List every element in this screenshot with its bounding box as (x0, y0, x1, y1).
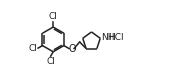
Text: Cl: Cl (46, 57, 55, 66)
Text: Cl: Cl (29, 44, 37, 53)
Text: NH: NH (101, 33, 115, 42)
Text: O: O (68, 44, 76, 54)
Text: HCl: HCl (108, 33, 124, 42)
Text: Cl: Cl (49, 12, 58, 21)
